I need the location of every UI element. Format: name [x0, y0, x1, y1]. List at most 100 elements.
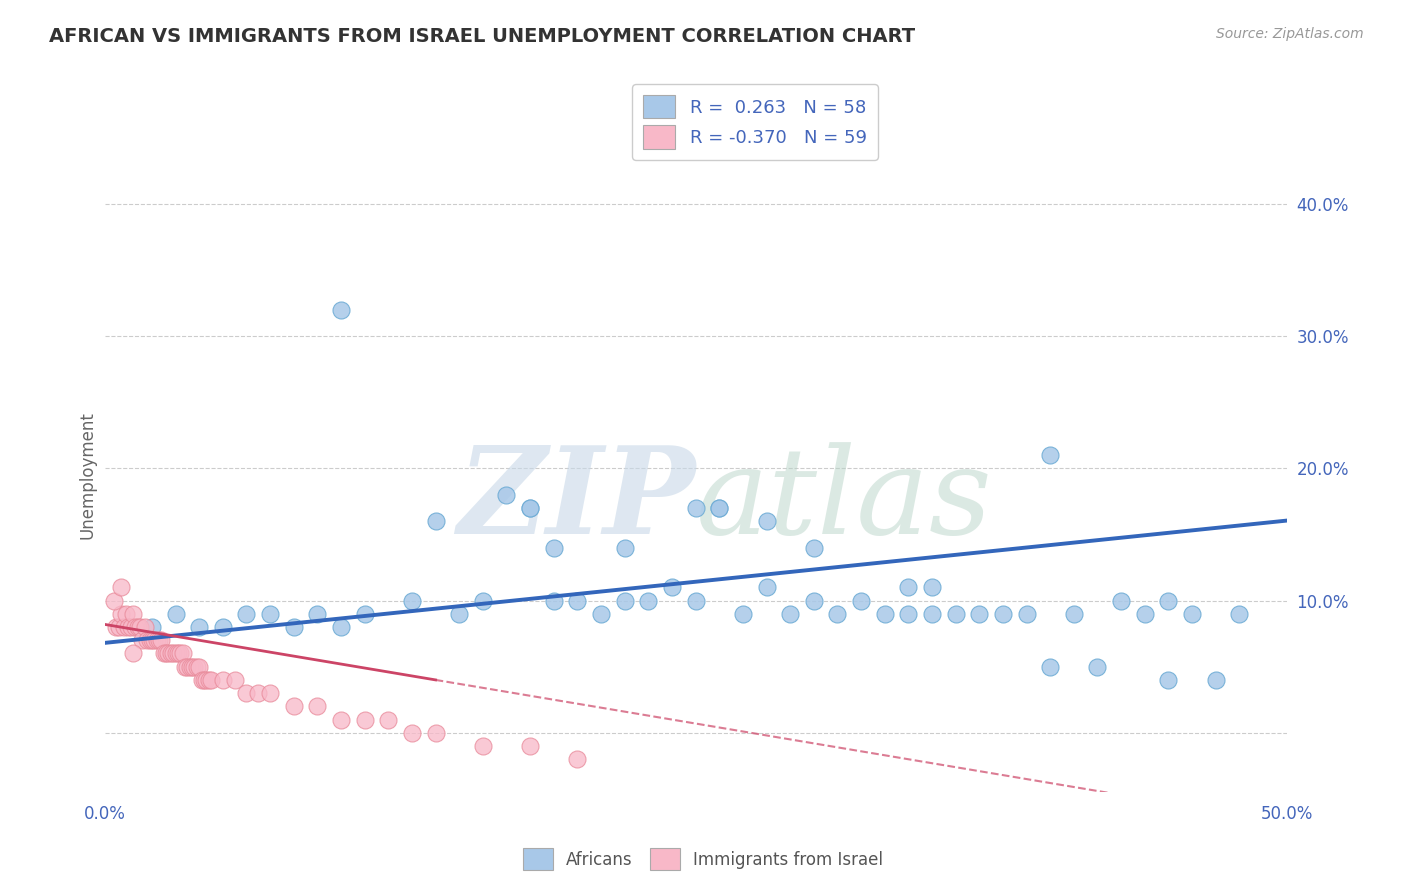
Point	[159, 647, 181, 661]
Point	[259, 607, 281, 621]
Point	[471, 739, 494, 753]
Point	[188, 620, 211, 634]
Point	[112, 620, 135, 634]
Point	[425, 514, 447, 528]
Point	[1039, 448, 1062, 462]
Point	[755, 580, 778, 594]
Point	[567, 593, 589, 607]
Point	[827, 607, 849, 621]
Point	[921, 607, 943, 621]
Point	[873, 607, 896, 621]
Point	[174, 659, 197, 673]
Point	[1157, 673, 1180, 687]
Point	[259, 686, 281, 700]
Point	[157, 647, 180, 661]
Text: ZIP: ZIP	[457, 442, 696, 559]
Point	[613, 593, 636, 607]
Point	[377, 713, 399, 727]
Point	[200, 673, 222, 687]
Point	[179, 659, 201, 673]
Point	[167, 647, 190, 661]
Point	[969, 607, 991, 621]
Point	[172, 647, 194, 661]
Point	[803, 541, 825, 555]
Point	[165, 607, 187, 621]
Point	[495, 488, 517, 502]
Point	[138, 633, 160, 648]
Point	[353, 607, 375, 621]
Point	[567, 752, 589, 766]
Point	[1157, 593, 1180, 607]
Point	[519, 739, 541, 753]
Point	[330, 713, 353, 727]
Point	[945, 607, 967, 621]
Point	[401, 726, 423, 740]
Point	[519, 501, 541, 516]
Point	[122, 647, 145, 661]
Point	[124, 620, 146, 634]
Point	[183, 659, 205, 673]
Point	[155, 647, 177, 661]
Point	[1039, 659, 1062, 673]
Point	[330, 620, 353, 634]
Point	[148, 633, 170, 648]
Point	[283, 699, 305, 714]
Point	[803, 593, 825, 607]
Point	[224, 673, 246, 687]
Point	[186, 659, 208, 673]
Point	[471, 593, 494, 607]
Point	[197, 673, 219, 687]
Point	[283, 620, 305, 634]
Point	[401, 593, 423, 607]
Point	[110, 607, 132, 621]
Point	[1087, 659, 1109, 673]
Point	[181, 659, 204, 673]
Point	[129, 620, 152, 634]
Point	[779, 607, 801, 621]
Point	[152, 647, 174, 661]
Point	[731, 607, 754, 621]
Point	[105, 620, 128, 634]
Point	[211, 620, 233, 634]
Point	[107, 620, 129, 634]
Point	[150, 633, 173, 648]
Point	[193, 673, 215, 687]
Point	[134, 620, 156, 634]
Text: Source: ZipAtlas.com: Source: ZipAtlas.com	[1216, 27, 1364, 41]
Legend: R =  0.263   N = 58, R = -0.370   N = 59: R = 0.263 N = 58, R = -0.370 N = 59	[631, 84, 877, 160]
Point	[1205, 673, 1227, 687]
Point	[190, 673, 212, 687]
Point	[110, 580, 132, 594]
Point	[131, 633, 153, 648]
Point	[136, 633, 159, 648]
Point	[353, 713, 375, 727]
Point	[188, 659, 211, 673]
Point	[195, 673, 218, 687]
Point	[613, 541, 636, 555]
Point	[211, 673, 233, 687]
Point	[1227, 607, 1250, 621]
Point	[307, 699, 329, 714]
Point	[141, 633, 163, 648]
Point	[709, 501, 731, 516]
Point	[709, 501, 731, 516]
Text: atlas: atlas	[696, 442, 993, 559]
Point	[661, 580, 683, 594]
Point	[1133, 607, 1156, 621]
Point	[127, 620, 149, 634]
Point	[849, 593, 872, 607]
Point	[685, 501, 707, 516]
Point	[1109, 593, 1132, 607]
Point	[169, 647, 191, 661]
Point	[519, 501, 541, 516]
Point	[115, 607, 138, 621]
Point	[162, 647, 184, 661]
Point	[897, 607, 920, 621]
Point	[685, 593, 707, 607]
Point	[145, 633, 167, 648]
Point	[1015, 607, 1038, 621]
Point	[425, 726, 447, 740]
Point	[543, 541, 565, 555]
Point	[176, 659, 198, 673]
Point	[589, 607, 612, 621]
